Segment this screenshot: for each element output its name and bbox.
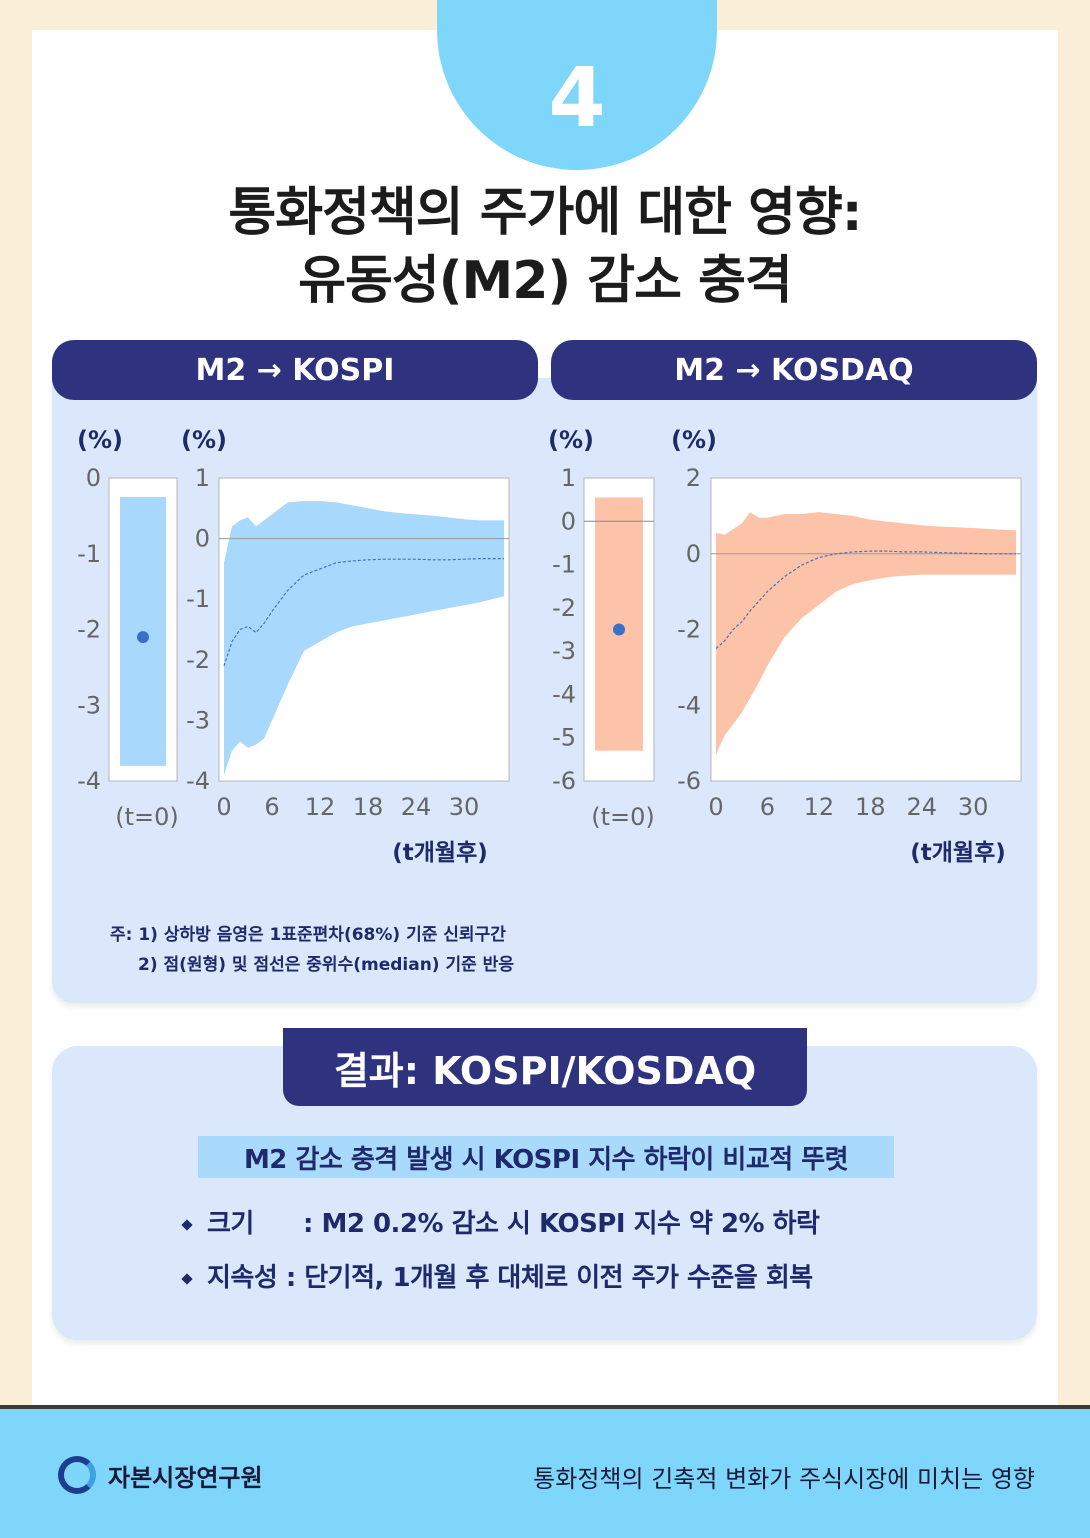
bullet-text: : M2 0.2% 감소 시 KOSPI 지수 약 2% 하락 <box>303 1209 820 1239</box>
bullet-text: : 단기적, 1개월 후 대체로 이전 주가 수준을 회복 <box>277 1263 813 1293</box>
y-tick-label: -4 <box>186 767 210 795</box>
y-tick-label: -2 <box>186 646 210 674</box>
y-tick-label: 0 <box>686 540 701 568</box>
y-tick-label: -6 <box>677 767 701 795</box>
kospi-chart-header: M2 → KOSPI <box>52 340 538 400</box>
median-line <box>715 550 1016 649</box>
y-tick-label: 1 <box>195 464 210 492</box>
x-tick-label: 12 <box>305 793 336 821</box>
bullet-label: 지속성 <box>207 1263 278 1293</box>
y-tick-label: -2 <box>677 616 701 644</box>
x-tick-label: 24 <box>906 793 937 821</box>
bullet-diamond-icon <box>181 1218 193 1231</box>
result-heading: 결과: KOSPI/KOSDAQ <box>283 1028 807 1106</box>
y-tick-label: -2 <box>77 616 101 644</box>
y-tick-label: -3 <box>77 691 101 719</box>
y-unit-label: (%) <box>77 426 123 454</box>
y-tick-label: 2 <box>686 464 701 492</box>
page-title-line2: 유동성(M2) 감소 충격 <box>298 251 793 311</box>
x-axis-label: (t개월후) <box>910 840 1006 866</box>
org-logo[interactable]: 자본시장연구원 <box>58 1456 263 1494</box>
chart-note-1: 주: 1) 상하방 음영은 1표준편차(68%) 기준 신뢰구간 <box>110 925 506 945</box>
x-tick-label: 0 <box>708 793 723 821</box>
y-tick-label: 1 <box>561 464 576 492</box>
x-tick-label: 30 <box>449 793 480 821</box>
bullet-diamond-icon <box>181 1272 193 1285</box>
org-name: 자본시장연구원 <box>108 1463 263 1492</box>
x-axis-label: (t=0) <box>115 803 179 831</box>
page-number: 4 <box>548 51 606 146</box>
page-title-line1: 통화정책의 주가에 대한 영향: <box>228 183 862 243</box>
y-tick-label: 0 <box>561 507 576 535</box>
report-title: 통화정책의 긴축적 변화가 주식시장에 미치는 영향 <box>533 1465 1035 1493</box>
y-tick-label: -4 <box>677 691 701 719</box>
median-point <box>613 623 625 636</box>
x-tick-label: 6 <box>264 793 279 821</box>
x-tick-label: 12 <box>804 793 835 821</box>
x-tick-label: 24 <box>401 793 432 821</box>
result-highlight: M2 감소 충격 발생 시 KOSPI 지수 하락이 비교적 뚜렷 <box>198 1136 894 1178</box>
x-tick-label: 30 <box>958 793 989 821</box>
y-tick-label: 0 <box>195 525 210 553</box>
x-tick-label: 6 <box>760 793 775 821</box>
org-logo-icon <box>58 1456 96 1494</box>
x-tick-label: 18 <box>855 793 886 821</box>
y-unit-label: (%) <box>548 426 594 454</box>
x-axis-label: (t개월후) <box>392 840 488 866</box>
median-point <box>137 631 149 644</box>
chart-note-2: 2) 점(원형) 및 점선은 중위수(median) 기준 반응 <box>138 955 514 975</box>
y-tick-label: -1 <box>77 540 101 568</box>
median-line <box>223 558 504 667</box>
y-tick-label: -4 <box>552 680 576 708</box>
result-bullet-persistence: 지속성 : 단기적, 1개월 후 대체로 이전 주가 수준을 회복 <box>181 1257 813 1294</box>
y-unit-label: (%) <box>181 426 227 454</box>
x-tick-label: 18 <box>353 793 384 821</box>
y-tick-label: -3 <box>186 706 210 734</box>
result-bullet-size: 크기 : M2 0.2% 감소 시 KOSPI 지수 약 2% 하락 <box>181 1203 820 1240</box>
y-tick-label: -5 <box>552 724 576 752</box>
y-tick-label: -3 <box>552 637 576 665</box>
y-tick-label: -1 <box>186 585 210 613</box>
x-axis-label: (t=0) <box>591 803 655 831</box>
y-unit-label: (%) <box>671 426 717 454</box>
footer: 자본시장연구원 통화정책의 긴축적 변화가 주식시장에 미치는 영향 <box>0 1405 1090 1538</box>
y-tick-label: -6 <box>552 767 576 795</box>
y-tick-label: -4 <box>77 767 101 795</box>
y-tick-label: -2 <box>552 594 576 622</box>
kosdaq-chart-header: M2 → KOSDAQ <box>551 340 1037 400</box>
bullet-label: 크기 <box>207 1209 254 1239</box>
x-tick-label: 0 <box>216 793 231 821</box>
y-tick-label: -1 <box>552 551 576 579</box>
y-tick-label: 0 <box>86 464 101 492</box>
confidence-band <box>224 501 504 775</box>
